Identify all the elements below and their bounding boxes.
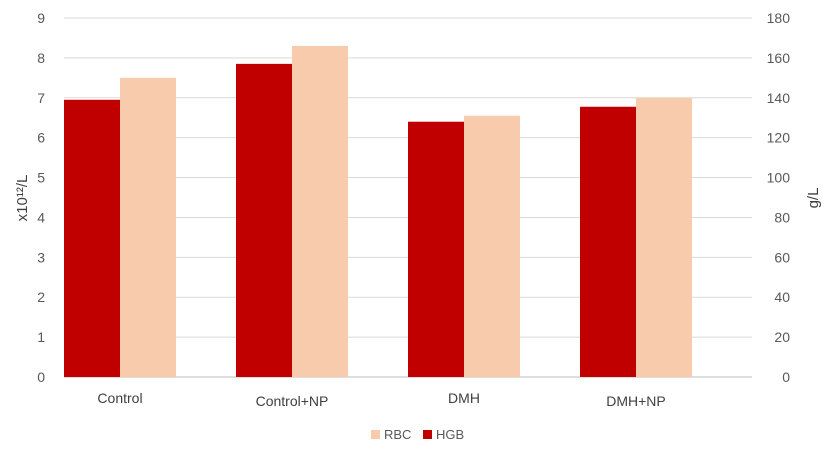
category-label: Control+NP	[256, 393, 329, 409]
bar-hgb-control-np	[236, 63, 292, 377]
bar-rbc-control-np	[292, 45, 348, 378]
right-tick-label: 180	[767, 10, 791, 26]
left-tick-label: 5	[37, 170, 45, 186]
category-label: DMH	[448, 390, 480, 406]
left-tick-label: 3	[37, 249, 45, 265]
right-tick-label: 0	[782, 369, 790, 385]
bars	[64, 45, 692, 378]
left-tick-label: 1	[37, 329, 45, 345]
category-label: DMH+NP	[606, 393, 666, 409]
left-tick-label: 4	[37, 209, 45, 225]
bar-rbc-dmh-np	[636, 97, 692, 378]
right-axis-title: g/L	[805, 188, 822, 209]
right-tick-label: 40	[774, 289, 790, 305]
category-label: Control	[97, 390, 142, 406]
left-axis-title: x10¹²/L	[14, 175, 31, 222]
right-tick-label: 140	[767, 90, 791, 106]
legend-swatch-rbc	[371, 430, 380, 439]
bar-hgb-control	[64, 99, 120, 378]
left-tick-label: 0	[37, 369, 45, 385]
right-tick-label: 160	[767, 50, 791, 66]
category-labels: Control Control+NP DMH DMH+NP	[97, 390, 665, 409]
right-axis-ticks: 0 20 40 60 80 100 120 140 160 180	[767, 10, 791, 385]
left-axis-ticks: 0 1 2 3 4 5 6 7 8 9	[37, 10, 45, 385]
left-tick-label: 6	[37, 130, 45, 146]
legend: RBC HGB	[371, 427, 464, 442]
left-tick-label: 9	[37, 10, 45, 26]
right-tick-label: 120	[767, 130, 791, 146]
bar-rbc-control	[120, 77, 176, 377]
right-tick-label: 20	[774, 329, 790, 345]
right-tick-label: 100	[767, 170, 791, 186]
left-tick-label: 8	[37, 50, 45, 66]
bar-hgb-dmh	[408, 121, 464, 377]
right-tick-label: 80	[774, 209, 790, 225]
bar-rbc-dmh	[464, 115, 520, 377]
left-tick-label: 7	[37, 90, 45, 106]
legend-label-rbc: RBC	[384, 427, 411, 442]
bar-hgb-dmh-np	[580, 106, 636, 377]
legend-label-hgb: HGB	[436, 427, 464, 442]
left-tick-label: 2	[37, 289, 45, 305]
right-tick-label: 60	[774, 249, 790, 265]
legend-swatch-hgb	[423, 430, 432, 439]
